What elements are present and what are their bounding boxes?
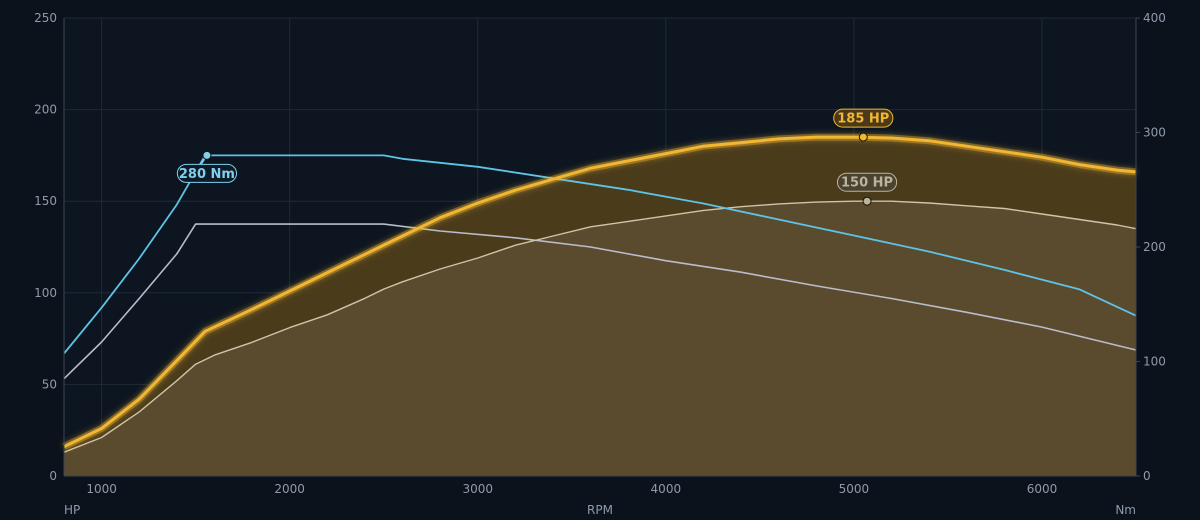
- right-tick-label: 300: [1143, 126, 1166, 140]
- callout-label: 185 HP: [837, 112, 889, 127]
- x-axis-label: RPM: [587, 503, 613, 517]
- left-tick-label: 200: [34, 103, 57, 117]
- callout-badge: [836, 172, 898, 192]
- right-axis-label: Nm: [1115, 503, 1136, 517]
- x-tick-label: 6000: [1027, 482, 1058, 496]
- series-lines: [62, 133, 1137, 453]
- x-tick-label: 1000: [86, 482, 117, 496]
- callout-label: 150 HP: [841, 176, 893, 191]
- axes: 1000 2000 3000 4000 5000 6000 0 50 100 150 200 250 0…: [34, 11, 1166, 496]
- left-tick-label: 250: [34, 11, 57, 25]
- left-tick-label: 150: [34, 194, 57, 208]
- right-tick-label: 100: [1143, 355, 1166, 369]
- callout-badge: [176, 163, 238, 183]
- torque-stock-line: [63, 223, 1137, 380]
- right-tick-label: 200: [1143, 240, 1166, 254]
- right-tick-label: 0: [1143, 469, 1151, 483]
- power-stock-line: [63, 200, 1137, 453]
- callouts: 185 HP 150 HP 280 Nm: [176, 108, 898, 206]
- x-tick-label: 4000: [651, 482, 682, 496]
- x-tick-label: 5000: [839, 482, 870, 496]
- callout-label: 280 Nm: [179, 167, 235, 182]
- callout-badge: [833, 108, 894, 128]
- right-tick-label: 400: [1143, 11, 1166, 25]
- left-tick-label: 50: [42, 377, 57, 391]
- left-tick-label: 100: [34, 286, 57, 300]
- x-tick-label: 2000: [274, 482, 305, 496]
- callout-marker: [202, 150, 212, 160]
- power-stock-area: [64, 201, 1136, 476]
- x-tick-label: 3000: [462, 482, 493, 496]
- power-tuned-line: [63, 135, 1137, 449]
- callout-marker: [858, 132, 868, 142]
- area-fills: [64, 137, 1136, 476]
- left-tick-label: 0: [49, 469, 57, 483]
- callout-marker: [862, 196, 872, 206]
- left-axis-label: HP: [64, 503, 80, 517]
